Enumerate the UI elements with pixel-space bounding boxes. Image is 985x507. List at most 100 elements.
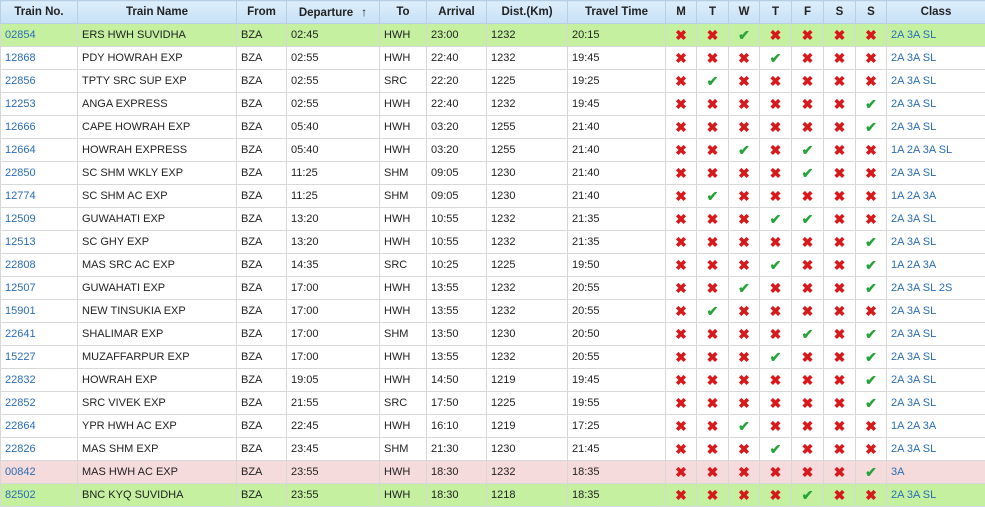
class-link[interactable]: 1A 2A 3A — [891, 190, 936, 202]
class-link[interactable]: 2A 3A SL 2S — [891, 282, 952, 294]
distance-cell: 1232 — [487, 300, 568, 323]
class-cell: 2A 3A SL — [887, 93, 985, 116]
class-link[interactable]: 2A 3A SL — [891, 305, 936, 317]
header-distance[interactable]: Dist.(Km) — [487, 1, 568, 24]
class-link[interactable]: 2A 3A SL — [891, 29, 936, 41]
train-no-link[interactable]: 15227 — [5, 351, 36, 363]
class-link[interactable]: 2A 3A SL — [891, 236, 936, 248]
class-link[interactable]: 2A 3A SL — [891, 167, 936, 179]
train-no-link[interactable]: 12513 — [5, 236, 36, 248]
header-from[interactable]: From — [237, 1, 287, 24]
train-no-link[interactable]: 22856 — [5, 75, 36, 87]
arrival-cell: 10:55 — [427, 231, 487, 254]
to-cell: SRC — [380, 392, 427, 415]
header-train-name[interactable]: Train Name — [78, 1, 237, 24]
day-fri-cell: ✖ — [792, 415, 824, 438]
class-link[interactable]: 3A — [891, 466, 904, 478]
departure-cell: 13:20 — [287, 231, 380, 254]
day-mon-cell: ✖ — [666, 323, 697, 346]
train-no-link[interactable]: 22864 — [5, 420, 36, 432]
day-mon-cell: ✖ — [666, 139, 697, 162]
cross-icon: ✖ — [865, 212, 877, 226]
class-link[interactable]: 2A 3A SL — [891, 98, 936, 110]
header-train-no[interactable]: Train No. — [1, 1, 78, 24]
cross-icon: ✖ — [865, 488, 877, 502]
cross-icon: ✖ — [675, 350, 687, 364]
header-to[interactable]: To — [380, 1, 427, 24]
class-link[interactable]: 2A 3A SL — [891, 351, 936, 363]
train-no-link[interactable]: 15901 — [5, 305, 36, 317]
day-tue-cell: ✖ — [697, 438, 729, 461]
train-no-link[interactable]: 02854 — [5, 29, 36, 41]
class-link[interactable]: 2A 3A SL — [891, 397, 936, 409]
cross-icon: ✖ — [802, 304, 814, 318]
to-cell: HWH — [380, 484, 427, 507]
cross-icon: ✖ — [675, 258, 687, 272]
day-tue-cell: ✖ — [697, 47, 729, 70]
train-no-link[interactable]: 12253 — [5, 98, 36, 110]
train-no-link[interactable]: 12507 — [5, 282, 36, 294]
header-departure-label: Departure — [299, 7, 353, 19]
class-link[interactable]: 2A 3A SL — [891, 374, 936, 386]
class-link[interactable]: 1A 2A 3A SL — [891, 144, 952, 156]
train-no-link[interactable]: 22832 — [5, 374, 36, 386]
to-cell: SHM — [380, 323, 427, 346]
train-no-link[interactable]: 12774 — [5, 190, 36, 202]
departure-cell: 17:00 — [287, 277, 380, 300]
class-link[interactable]: 2A 3A SL — [891, 443, 936, 455]
header-arrival[interactable]: Arrival — [427, 1, 487, 24]
day-mon-cell: ✖ — [666, 116, 697, 139]
train-no-link[interactable]: 12664 — [5, 144, 36, 156]
train-no-link[interactable]: 82502 — [5, 489, 36, 501]
class-link[interactable]: 2A 3A SL — [891, 489, 936, 501]
to-cell: HWH — [380, 231, 427, 254]
train-no-link[interactable]: 00842 — [5, 466, 36, 478]
cross-icon: ✖ — [865, 51, 877, 65]
class-link[interactable]: 1A 2A 3A — [891, 259, 936, 271]
class-link[interactable]: 2A 3A SL — [891, 328, 936, 340]
train-no-link[interactable]: 12666 — [5, 121, 36, 133]
train-no-link[interactable]: 22826 — [5, 443, 36, 455]
class-link[interactable]: 2A 3A SL — [891, 121, 936, 133]
train-no-link[interactable]: 22641 — [5, 328, 36, 340]
arrival-cell: 18:30 — [427, 484, 487, 507]
class-link[interactable]: 2A 3A SL — [891, 213, 936, 225]
cross-icon: ✖ — [770, 143, 782, 157]
train-no-link[interactable]: 12868 — [5, 52, 36, 64]
train-no-link[interactable]: 22808 — [5, 259, 36, 271]
class-link[interactable]: 1A 2A 3A — [891, 420, 936, 432]
day-mon-cell: ✖ — [666, 185, 697, 208]
cross-icon: ✖ — [802, 396, 814, 410]
header-departure[interactable]: Departure↑ — [287, 1, 380, 24]
travel-time-cell: 21:35 — [568, 208, 666, 231]
cross-icon: ✖ — [770, 235, 782, 249]
train-no-link[interactable]: 22850 — [5, 167, 36, 179]
class-link[interactable]: 2A 3A SL — [891, 52, 936, 64]
class-link[interactable]: 2A 3A SL — [891, 75, 936, 87]
header-travel-time[interactable]: Travel Time — [568, 1, 666, 24]
day-fri-cell: ✖ — [792, 116, 824, 139]
train-no-link[interactable]: 22852 — [5, 397, 36, 409]
train-no-link[interactable]: 12509 — [5, 213, 36, 225]
